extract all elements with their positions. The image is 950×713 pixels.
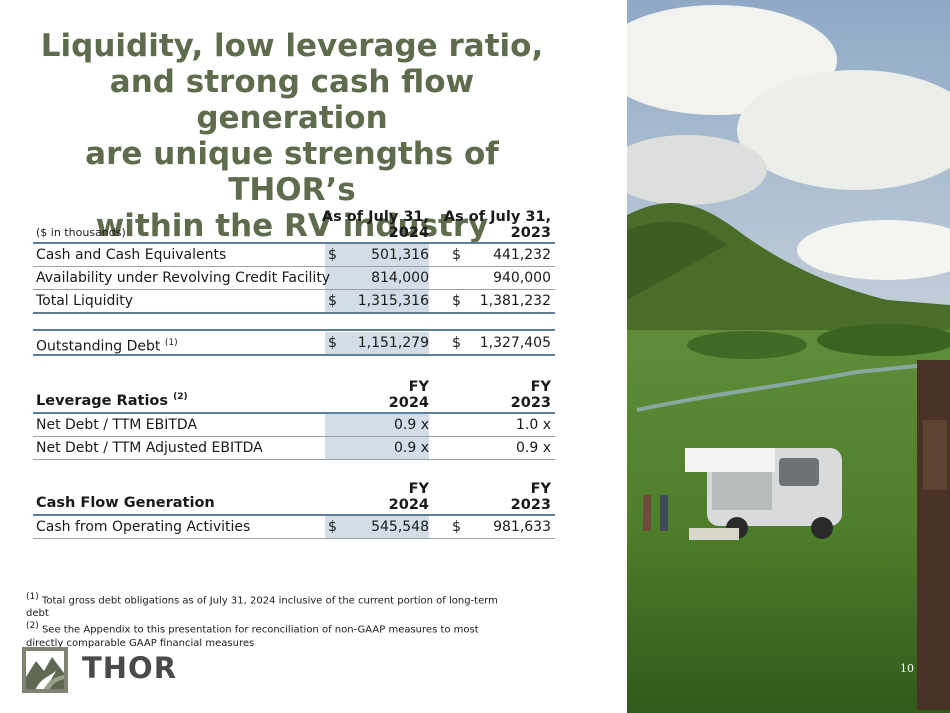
value-2024: 0.9 x xyxy=(394,417,429,433)
highlight-cell xyxy=(325,332,429,354)
col-header-line: As of July 31, xyxy=(321,209,429,225)
cashflow-header: Cash Flow Generation FY 2024 FY 2023 xyxy=(33,477,555,513)
rv-landscape-photo xyxy=(627,0,950,713)
currency-symbol: $ xyxy=(452,519,461,535)
table-row: Net Debt / TTM EBITDA 0.9 x 1.0 x xyxy=(33,414,555,437)
title-line: and strong cash flow generation xyxy=(109,64,475,136)
title-line: Liquidity, low leverage ratio, xyxy=(40,28,544,64)
row-label: Availability under Revolving Credit Faci… xyxy=(36,270,331,286)
logo-wordmark: THOR xyxy=(82,651,178,685)
table-row: Availability under Revolving Credit Faci… xyxy=(33,267,555,290)
footnote-text: See the Appendix to this presentation fo… xyxy=(26,624,479,649)
col-header-fy2024: FY 2024 xyxy=(389,379,429,411)
rv-van xyxy=(685,448,842,539)
currency-symbol: $ xyxy=(328,293,337,309)
footnote-marker: (2) xyxy=(173,392,188,403)
units-label: ($ in thousands) xyxy=(36,226,126,239)
highlight-cell xyxy=(325,437,429,459)
col-header-line: FY xyxy=(408,481,429,497)
table-row-debt: Outstanding Debt (1) $ 1,151,279 $ 1,327… xyxy=(33,332,555,356)
value-2023: 441,232 xyxy=(493,247,551,263)
section-label: Leverage Ratios (2) xyxy=(36,392,188,409)
col-header-line: FY xyxy=(530,481,551,497)
value-2023: 981,633 xyxy=(493,519,551,535)
value-2023: 1,381,232 xyxy=(479,293,551,309)
value-2024: 1,315,316 xyxy=(357,293,429,309)
col-header-2023: As of July 31, 2023 xyxy=(444,209,551,241)
page-title: Liquidity, low leverage ratio, and stron… xyxy=(18,28,566,244)
header-rule xyxy=(33,514,555,516)
currency-symbol: $ xyxy=(328,247,337,263)
currency-symbol: $ xyxy=(452,293,461,309)
footnote-marker: (1) xyxy=(26,592,39,602)
value-2024: 814,000 xyxy=(371,270,429,286)
currency-symbol: $ xyxy=(452,335,461,351)
thor-mountain-road-icon xyxy=(22,647,68,693)
col-header-2024: As of July 31, 2024 xyxy=(322,209,429,241)
col-header-fy2023: FY 2023 xyxy=(511,481,551,513)
leverage-header: Leverage Ratios (2) FY 2024 FY 2023 xyxy=(33,375,555,411)
col-header-line: As of July 31, xyxy=(443,209,551,225)
footnote-text: Total gross debt obligations as of July … xyxy=(26,595,498,620)
table-row: Cash and Cash Equivalents $ 501,316 $ 44… xyxy=(33,244,555,267)
table-row: Net Debt / TTM Adjusted EBITDA 0.9 x 0.9… xyxy=(33,437,555,460)
value-2023: 0.9 x xyxy=(516,440,551,456)
currency-symbol: $ xyxy=(328,519,337,535)
footnote-marker: (1) xyxy=(164,338,178,348)
col-header-line: 2024 xyxy=(388,497,429,513)
row-label: Total Liquidity xyxy=(36,293,134,309)
page-number: 10 xyxy=(900,662,914,675)
row-label: Net Debt / TTM Adjusted EBITDA xyxy=(36,440,263,456)
footnote-marker: (2) xyxy=(26,621,39,632)
liquidity-header: ($ in thousands) As of July 31, 2024 As … xyxy=(33,205,555,241)
financial-table: ($ in thousands) As of July 31, 2024 As … xyxy=(33,205,555,545)
value-2023: 940,000 xyxy=(493,270,551,286)
header-rule xyxy=(33,412,555,414)
value-2024: 501,316 xyxy=(371,247,429,263)
header-rule xyxy=(33,242,555,244)
table-row-total: Total Liquidity $ 1,315,316 $ 1,381,232 xyxy=(33,290,555,314)
title-line: are unique strengths of THOR’s xyxy=(85,136,499,208)
row-label: Outstanding Debt (1) xyxy=(36,332,178,358)
row-label: Net Debt / TTM EBITDA xyxy=(36,417,198,433)
highlight-cell xyxy=(325,516,429,538)
col-header-line: 2023 xyxy=(510,225,551,241)
highlight-cell xyxy=(325,244,429,266)
value-2024: 1,151,279 xyxy=(357,335,429,351)
col-header-fy2023: FY 2023 xyxy=(511,379,551,411)
col-header-line: 2024 xyxy=(388,395,429,411)
footnotes: (1) Total gross debt obligations as of J… xyxy=(26,591,506,650)
value-2024: 0.9 x xyxy=(394,440,429,456)
row-label: Cash from Operating Activities xyxy=(36,519,251,535)
table-row: Cash from Operating Activities $ 545,548… xyxy=(33,516,555,539)
value-2024: 545,548 xyxy=(371,519,429,535)
currency-symbol: $ xyxy=(328,335,337,351)
value-2023: 1.0 x xyxy=(516,417,551,433)
footnote-2: (2) See the Appendix to this presentatio… xyxy=(26,620,506,649)
highlight-cell xyxy=(325,414,429,436)
col-header-fy2024: FY 2024 xyxy=(389,481,429,513)
section-label: Cash Flow Generation xyxy=(36,495,215,511)
title-line: within the RV industry xyxy=(95,208,489,244)
highlight-cell xyxy=(325,267,429,289)
col-header-line: FY xyxy=(530,379,551,395)
col-header-line: 2023 xyxy=(510,497,551,513)
section-rule xyxy=(33,329,555,331)
row-label: Cash and Cash Equivalents xyxy=(36,247,227,263)
value-2023: 1,327,405 xyxy=(479,335,551,351)
col-header-line: FY xyxy=(408,379,429,395)
highlight-cell xyxy=(325,290,429,312)
footnote-1: (1) Total gross debt obligations as of J… xyxy=(26,591,506,620)
debt-label: Outstanding Debt xyxy=(36,338,161,355)
col-header-line: 2023 xyxy=(510,395,551,411)
col-header-line: 2024 xyxy=(388,225,429,241)
leverage-label: Leverage Ratios xyxy=(36,393,169,409)
currency-symbol: $ xyxy=(452,247,461,263)
